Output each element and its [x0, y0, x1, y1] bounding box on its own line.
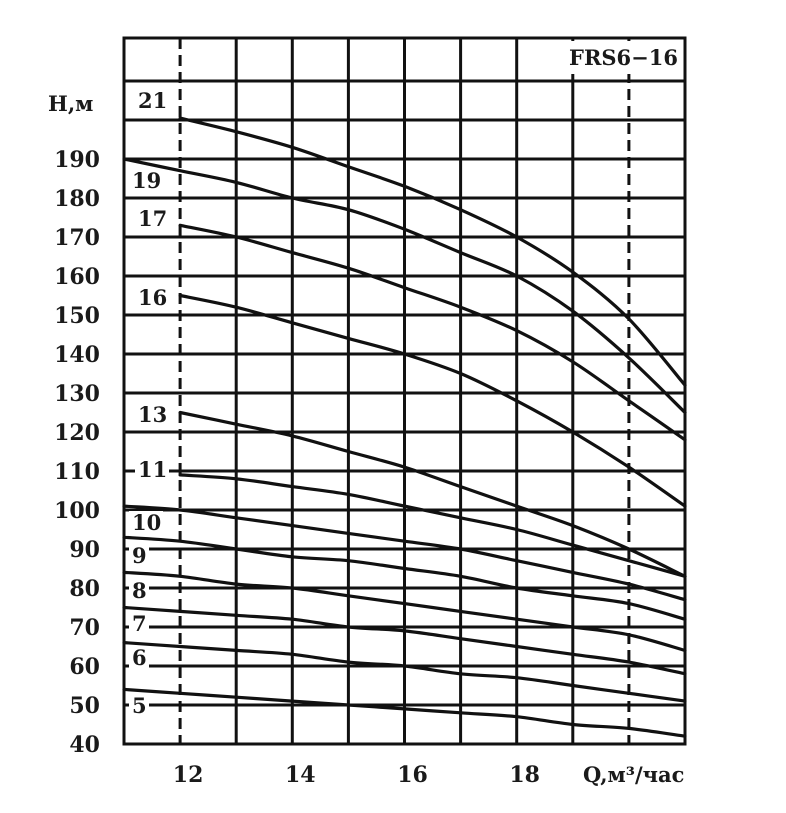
- curve-label-bg: [129, 646, 149, 668]
- curves: [122, 116, 687, 738]
- x-tick-label: 18: [509, 762, 540, 788]
- y-tick-label: 130: [54, 381, 100, 407]
- y-tick-label: 60: [69, 654, 100, 680]
- chart-title: FRS6−16: [569, 45, 678, 70]
- y-tick-label: 160: [54, 264, 100, 290]
- y-tick-labels: 40 50 60 70 80 90 100 110 120 130 140 150 160 170 180 1…: [54, 147, 100, 758]
- dashed-reference-lines: [178, 38, 631, 744]
- curve-label-bg: [129, 544, 149, 566]
- y-tick-label: 120: [54, 420, 100, 446]
- x-tick-label: 12: [173, 762, 204, 788]
- curve-label-11: 11: [138, 457, 167, 482]
- curve-label-13: 13: [138, 402, 167, 427]
- curve-label-bg: [129, 511, 163, 533]
- curve-16: [178, 293, 687, 508]
- curve-label-bg: [135, 286, 169, 308]
- curve-label-19: 19: [132, 168, 161, 193]
- curve-label-bg: [135, 403, 169, 425]
- curve-label-bg: [129, 694, 149, 716]
- y-tick-label: 190: [54, 147, 100, 173]
- grid: [122, 36, 687, 746]
- curve-7: [122, 605, 687, 676]
- y-tick-label: 140: [54, 342, 100, 368]
- curve-label-21: 21: [138, 88, 167, 113]
- curve-label-bg: [129, 169, 163, 191]
- y-axis-label: H,м: [48, 91, 93, 116]
- y-tick-label: 110: [54, 459, 100, 485]
- y-tick-label: 100: [54, 498, 100, 524]
- curve-5: [122, 687, 687, 738]
- curve-13: [178, 410, 687, 578]
- curve-label-6: 6: [132, 645, 147, 670]
- curve-label-bg: [129, 612, 149, 634]
- curve-label-bg: [129, 579, 149, 601]
- y-tick-label: 80: [69, 576, 100, 602]
- y-tick-label: 170: [54, 225, 100, 251]
- curve-label-7: 7: [132, 611, 147, 636]
- curve-label-10: 10: [132, 510, 161, 535]
- curve-19: [122, 157, 687, 415]
- x-tick-label: 16: [397, 762, 428, 788]
- curve-10: [122, 504, 687, 602]
- curve-21: [178, 116, 687, 387]
- curve-9: [122, 535, 687, 621]
- curve-label-9: 9: [132, 543, 147, 568]
- curve-11: [178, 473, 687, 578]
- x-tick-labels: 12 14 16 18: [173, 762, 540, 788]
- curve-17: [178, 223, 687, 442]
- curve-label-bg: [135, 458, 169, 480]
- curve-labels: 21 19 17 16 13 11 10 9 8 7 6 5: [129, 88, 169, 718]
- x-axis-label: Q,м³/час: [583, 762, 684, 787]
- curve-label-8: 8: [132, 578, 147, 603]
- curve-label-17: 17: [138, 206, 167, 231]
- x-tick-label: 14: [285, 762, 316, 788]
- y-tick-label: 180: [54, 186, 100, 212]
- y-tick-label: 40: [69, 732, 100, 758]
- title-background: [536, 41, 683, 74]
- y-tick-label: 70: [69, 615, 100, 641]
- plot-frame: [122, 36, 687, 746]
- y-tick-label: 90: [69, 537, 100, 563]
- y-tick-label: 150: [54, 303, 100, 329]
- y-tick-label: 50: [69, 693, 100, 719]
- curve-label-5: 5: [132, 693, 147, 718]
- curve-6: [122, 641, 687, 703]
- curve-label-bg: [135, 207, 169, 229]
- curve-label-bg: [135, 89, 169, 111]
- curve-8: [122, 570, 687, 652]
- curve-label-16: 16: [138, 285, 167, 310]
